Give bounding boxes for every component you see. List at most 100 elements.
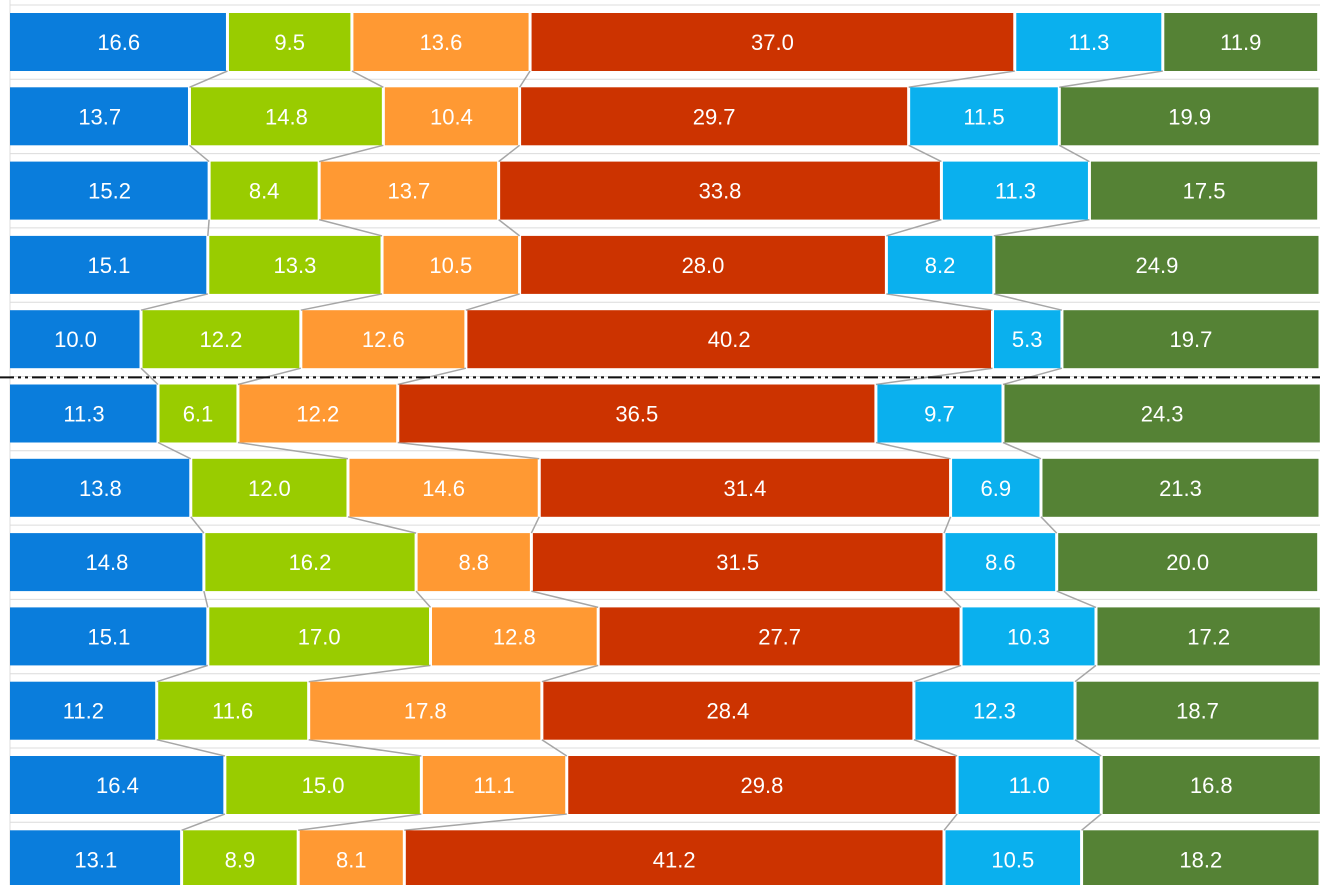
bar-segment (1090, 161, 1318, 220)
data-label: 14.8 (86, 550, 129, 575)
bar-segment (10, 756, 224, 814)
data-label: 12.2 (296, 402, 339, 427)
data-label: 29.8 (741, 773, 784, 798)
series-connector (531, 590, 599, 609)
series-connector (1058, 144, 1090, 163)
series-connector (886, 218, 942, 237)
series-connector (308, 738, 422, 757)
bar-segment (467, 310, 991, 369)
bar-segment (543, 681, 913, 740)
data-label: 14.8 (265, 104, 308, 129)
data-label: 8.2 (925, 253, 956, 278)
series-connector (397, 441, 540, 460)
bar-segment (10, 681, 156, 740)
bar-segment (568, 756, 956, 814)
data-label: 11.2 (63, 699, 104, 724)
data-label: 20.0 (1166, 550, 1209, 575)
data-label: 18.2 (1179, 847, 1222, 872)
series-connector (415, 590, 432, 608)
data-label: 8.9 (225, 847, 256, 872)
bar-segment (310, 681, 541, 740)
series-connector (1056, 590, 1097, 609)
series-connector (913, 738, 958, 757)
data-label: 8.4 (249, 179, 280, 204)
data-label: 40.2 (708, 327, 751, 352)
data-label: 37.0 (751, 30, 794, 55)
data-label: 15.1 (87, 624, 130, 649)
bar-segment (1102, 756, 1320, 814)
bar-segment (521, 87, 908, 146)
data-label: 29.7 (693, 104, 736, 129)
data-label: 9.7 (924, 402, 955, 427)
data-label: 10.5 (991, 847, 1034, 872)
bar-segment (1076, 681, 1319, 740)
bar-segment (399, 384, 875, 443)
data-label: 11.3 (63, 402, 104, 427)
data-label: 24.3 (1141, 402, 1184, 427)
data-label: 17.2 (1187, 624, 1230, 649)
bar-segment (910, 87, 1058, 146)
data-label: 10.5 (429, 253, 472, 278)
series-connector (993, 218, 1090, 237)
series-connector (943, 516, 952, 534)
data-label: 6.9 (980, 476, 1011, 501)
data-label: 13.8 (79, 476, 122, 501)
data-label: 28.4 (706, 699, 749, 724)
series-connector (908, 70, 1015, 89)
data-label: 8.1 (336, 847, 367, 872)
data-label: 11.3 (995, 179, 1036, 204)
bar-segment (228, 13, 351, 71)
series-connector (157, 441, 192, 460)
data-label: 15.1 (87, 253, 130, 278)
bar-segment (190, 87, 382, 146)
bar-segment (1097, 607, 1320, 666)
bar-segment (599, 607, 960, 666)
data-label: 11.3 (1068, 30, 1109, 55)
data-label: 16.6 (97, 30, 140, 55)
series-connector (190, 516, 205, 534)
bar-segment (10, 310, 140, 369)
series-connector (530, 516, 540, 534)
data-label: 15.0 (302, 773, 345, 798)
series-connector (498, 219, 521, 237)
series-connector (156, 738, 226, 757)
series-connector (203, 590, 209, 608)
bar-segment (958, 756, 1100, 814)
series-connector (498, 144, 521, 163)
data-label: 13.7 (78, 104, 121, 129)
bar-segment (1016, 13, 1162, 71)
bar-segment (405, 830, 943, 885)
data-label: 17.5 (1183, 179, 1226, 204)
data-label: 28.0 (682, 253, 725, 278)
series-connector (908, 144, 942, 163)
data-label: 12.2 (199, 327, 242, 352)
bar-segment (1004, 384, 1320, 443)
series-connector (397, 367, 467, 386)
series-connector (237, 441, 349, 460)
bar-segment (952, 458, 1040, 517)
series-connector (300, 293, 383, 311)
bar-segment (10, 87, 188, 146)
bar-segment (945, 533, 1056, 592)
series-connector (156, 664, 209, 683)
series-connector (347, 516, 417, 534)
bar-segment (10, 161, 208, 220)
bar-segment (10, 458, 190, 517)
bar-segment (1164, 13, 1318, 71)
series-connector (140, 367, 159, 386)
data-label: 16.2 (289, 550, 332, 575)
series-connector (181, 813, 226, 832)
series-connector (1040, 516, 1058, 534)
bar-segment (183, 830, 297, 885)
bar-segment (10, 13, 226, 71)
bar-segment (1060, 87, 1319, 146)
series-connector (1074, 664, 1097, 683)
data-label: 5.3 (1012, 327, 1043, 352)
series-connector (541, 664, 599, 683)
data-label: 13.7 (387, 179, 430, 204)
series-connector (404, 813, 567, 832)
bar-segment (1083, 830, 1319, 885)
data-label: 41.2 (653, 847, 696, 872)
